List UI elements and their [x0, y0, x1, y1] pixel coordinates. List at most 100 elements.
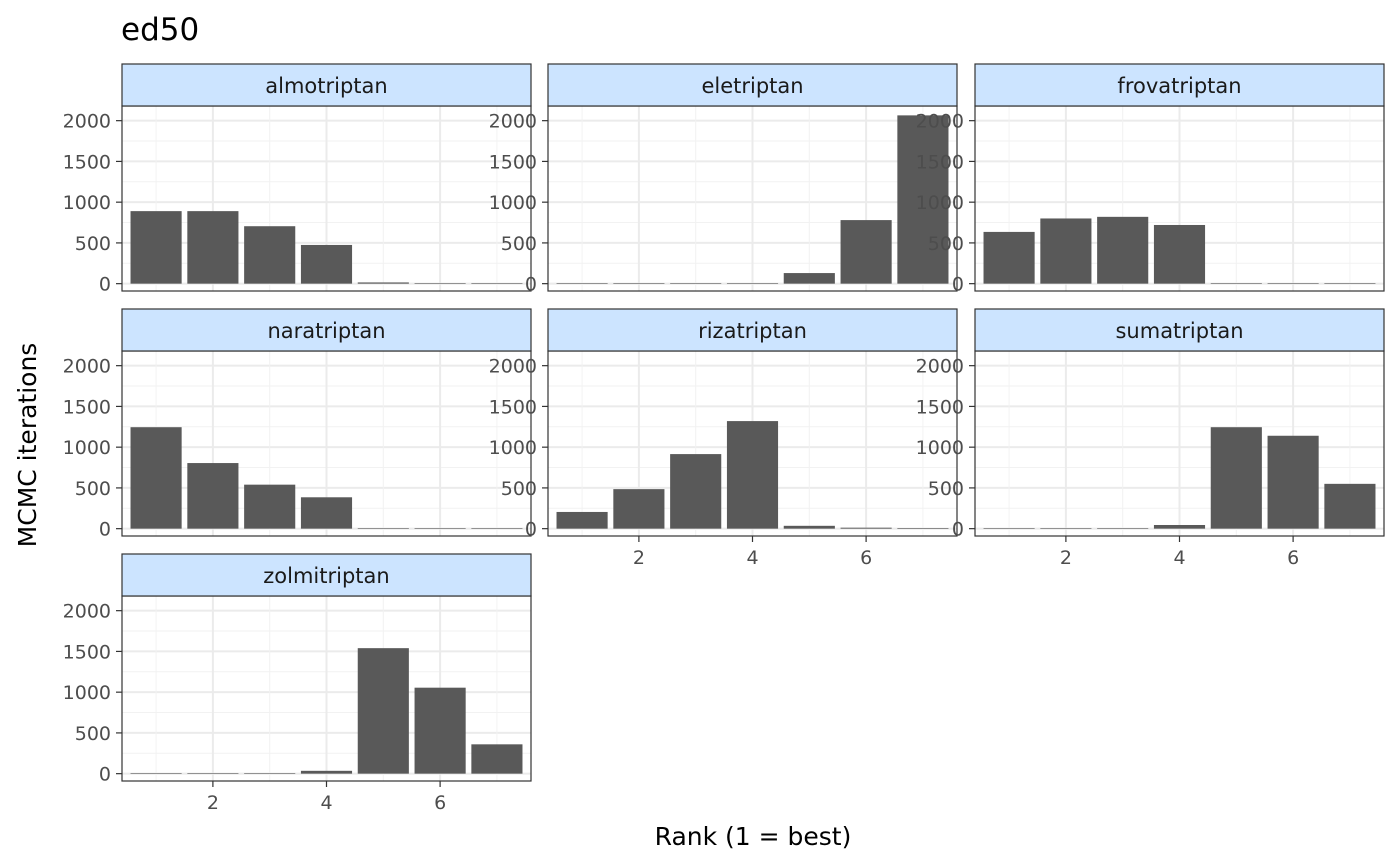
bar-almotriptan-rank-6: [414, 283, 466, 284]
bar-rizatriptan-rank-2: [613, 489, 665, 529]
x-tick-label: 2: [1060, 547, 1072, 569]
y-tick-label: 0: [952, 519, 964, 541]
bar-rizatriptan-rank-6: [840, 527, 892, 529]
bar-frovatriptan-rank-5: [1210, 283, 1262, 284]
bar-naratriptan-rank-5: [357, 528, 409, 529]
y-tick-label: 2000: [489, 111, 537, 133]
y-tick-label: 1500: [63, 396, 111, 418]
y-tick-label: 1500: [916, 396, 964, 418]
y-tick-label: 1500: [63, 641, 111, 663]
y-axis-title: MCMC iterations: [13, 343, 42, 548]
bar-zolmitriptan-rank-6: [414, 687, 466, 774]
y-tick-label: 1000: [916, 437, 964, 459]
strip-label-rizatriptan: rizatriptan: [698, 319, 807, 343]
bar-almotriptan-rank-3: [244, 226, 296, 284]
y-tick-label: 500: [928, 233, 964, 255]
bar-frovatriptan-rank-1: [983, 231, 1035, 284]
bar-zolmitriptan-rank-3: [244, 773, 296, 774]
facet-panels: almotriptan0500100015002000eletriptan050…: [63, 63, 1385, 814]
y-tick-label: 2000: [63, 356, 111, 378]
strip-background: [121, 553, 532, 597]
bar-eletriptan-rank-1: [556, 283, 608, 284]
bar-sumatriptan-rank-4: [1153, 524, 1206, 529]
y-tick-label: 2000: [63, 601, 111, 623]
bar-sumatriptan-rank-7: [1324, 483, 1376, 529]
bar-naratriptan-rank-6: [414, 528, 466, 529]
bar-rizatriptan-rank-5: [783, 525, 835, 529]
y-tick-label: 2000: [916, 356, 964, 378]
bar-almotriptan-rank-1: [130, 211, 182, 284]
strip-background: [121, 308, 532, 352]
y-tick-label: 1000: [63, 682, 111, 704]
y-tick-label: 2000: [63, 111, 111, 133]
bar-naratriptan-rank-7: [471, 528, 523, 529]
bar-zolmitriptan-rank-5: [357, 648, 409, 774]
strip-background: [547, 63, 958, 107]
bar-naratriptan-rank-4: [300, 497, 353, 529]
y-tick-label: 1500: [63, 151, 111, 173]
y-tick-label: 2000: [489, 356, 537, 378]
y-tick-label: 0: [99, 274, 111, 296]
strip-background: [974, 308, 1385, 352]
strip-label-eletriptan: eletriptan: [701, 74, 803, 98]
bar-rizatriptan-rank-3: [670, 454, 722, 529]
strip-label-naratriptan: naratriptan: [267, 319, 385, 343]
y-tick-label: 1500: [489, 396, 537, 418]
y-tick-label: 1000: [489, 437, 537, 459]
x-tick-label: 4: [746, 547, 758, 569]
strip-background: [547, 308, 958, 352]
y-tick-label: 1000: [63, 437, 111, 459]
y-tick-label: 500: [501, 478, 537, 500]
bar-almotriptan-rank-5: [357, 282, 409, 284]
y-tick-label: 500: [501, 233, 537, 255]
bar-frovatriptan-rank-4: [1153, 224, 1206, 284]
bar-eletriptan-rank-7: [897, 115, 949, 284]
bar-sumatriptan-rank-6: [1267, 435, 1319, 529]
bar-eletriptan-rank-4: [726, 283, 779, 284]
strip-label-frovatriptan: frovatriptan: [1117, 74, 1241, 98]
bar-eletriptan-rank-5: [783, 273, 835, 284]
bar-sumatriptan-rank-3: [1097, 528, 1149, 529]
strip-label-almotriptan: almotriptan: [265, 74, 387, 98]
y-tick-label: 2000: [916, 111, 964, 133]
y-tick-label: 1000: [63, 192, 111, 214]
chart-title: ed50: [121, 12, 199, 48]
bar-zolmitriptan-rank-4: [300, 770, 353, 774]
bar-rizatriptan-rank-1: [556, 511, 608, 529]
bar-eletriptan-rank-3: [670, 283, 722, 284]
strip-background: [121, 63, 532, 107]
x-tick-label: 2: [207, 792, 219, 814]
strip-background: [974, 63, 1385, 107]
bar-almotriptan-rank-4: [300, 244, 353, 284]
strip-label-sumatriptan: sumatriptan: [1115, 319, 1243, 343]
x-tick-label: 6: [1287, 547, 1299, 569]
strip-label-zolmitriptan: zolmitriptan: [263, 564, 389, 588]
y-tick-label: 1000: [916, 192, 964, 214]
x-tick-label: 6: [434, 792, 446, 814]
bar-naratriptan-rank-1: [130, 427, 182, 529]
bar-zolmitriptan-rank-1: [130, 773, 182, 774]
y-tick-label: 1500: [916, 151, 964, 173]
bar-sumatriptan-rank-2: [1040, 528, 1092, 529]
y-tick-label: 0: [525, 274, 537, 296]
bar-frovatriptan-rank-6: [1267, 283, 1319, 284]
x-tick-label: 6: [860, 547, 872, 569]
y-tick-label: 1000: [489, 192, 537, 214]
bar-almotriptan-rank-2: [187, 211, 239, 284]
y-tick-label: 0: [525, 519, 537, 541]
bar-frovatriptan-rank-7: [1324, 283, 1376, 284]
bar-rizatriptan-rank-7: [897, 528, 949, 529]
y-tick-label: 0: [99, 519, 111, 541]
bar-sumatriptan-rank-1: [983, 528, 1035, 529]
x-axis-title: Rank (1 = best): [655, 822, 852, 851]
bar-almotriptan-rank-7: [471, 283, 523, 284]
bar-naratriptan-rank-3: [244, 484, 296, 529]
bar-rizatriptan-rank-4: [726, 421, 779, 529]
y-tick-label: 0: [952, 274, 964, 296]
x-tick-label: 4: [320, 792, 332, 814]
y-tick-label: 500: [75, 478, 111, 500]
bar-sumatriptan-rank-5: [1210, 427, 1262, 529]
y-tick-label: 500: [75, 723, 111, 745]
bar-frovatriptan-rank-3: [1097, 216, 1149, 284]
